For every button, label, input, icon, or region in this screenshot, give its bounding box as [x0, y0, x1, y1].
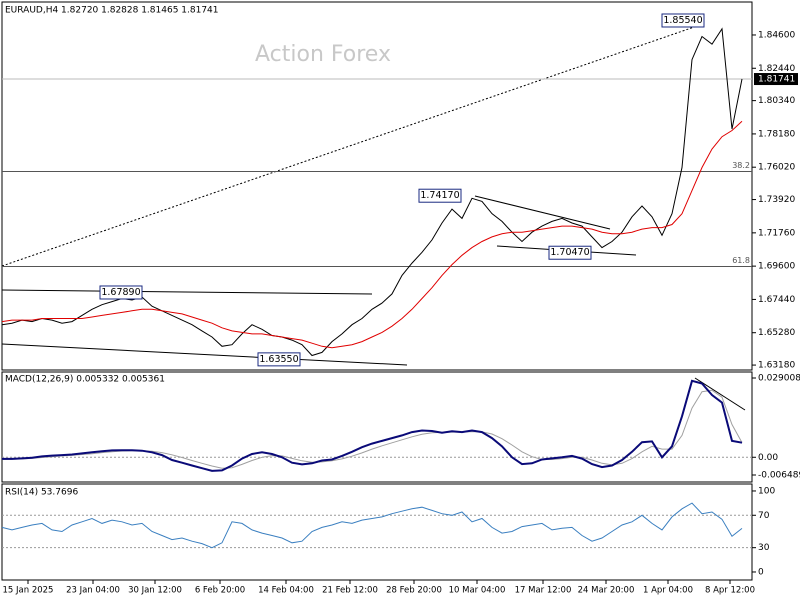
annotation-box [257, 352, 301, 367]
y-tick-label: 1.65280 [758, 328, 795, 338]
chart-title: EURAUD,H4 1.82720 1.82828 1.81465 1.8174… [5, 6, 219, 16]
y-tick-label: 0 [758, 567, 764, 577]
annotation-label: 1.67890 [101, 287, 140, 298]
series-line [1, 502, 743, 549]
x-tick-label: 10 Mar 04:00 [449, 586, 506, 596]
current-price-box [754, 73, 798, 86]
x-tick-label: 24 Mar 20:00 [578, 586, 635, 596]
x-tick-label: 17 Mar 12:00 [515, 586, 572, 596]
annotation-box [661, 13, 705, 28]
macd-title: MACD(12,26,9) 0.005332 0.005361 [5, 375, 165, 385]
watermark: Action Forex [255, 42, 391, 67]
y-tick-label: 0.00 [758, 453, 778, 463]
channel-line [1, 343, 408, 366]
annotation-label: 1.74170 [420, 190, 459, 201]
y-tick-label: 30 [758, 543, 770, 553]
rsi-title: RSI(14) 53.7696 [5, 488, 78, 498]
level-label: 38.2 [732, 161, 750, 170]
level-label: 61.8 [732, 256, 750, 265]
x-tick-label: 14 Feb 04:00 [258, 586, 314, 596]
price-panel [1, 1, 753, 371]
x-tick-label: 30 Jan 12:00 [128, 586, 182, 596]
rsi-panel [1, 483, 753, 581]
annotation-box [99, 285, 143, 300]
x-tick-label: 23 Jan 04:00 [66, 586, 120, 596]
x-tick-label: 28 Feb 20:00 [386, 586, 442, 596]
trend-line [1, 24, 701, 267]
y-tick-label: 1.76020 [758, 163, 795, 173]
x-tick-label: 6 Feb 20:00 [195, 586, 245, 596]
y-tick-label: 1.82440 [758, 64, 795, 74]
series-line [1, 120, 743, 349]
y-tick-label: 0.029008 [758, 374, 800, 384]
y-tick-label: 1.78180 [758, 129, 795, 139]
y-tick-label: 1.80340 [758, 96, 795, 106]
annotation-box [548, 245, 592, 260]
annotation-label: 1.85540 [663, 15, 702, 26]
y-tick-label: 70 [758, 511, 770, 521]
x-tick-label: 8 Apr 12:00 [705, 586, 755, 596]
y-tick-label: 1.71760 [758, 228, 795, 238]
x-tick-label: 21 Feb 12:00 [322, 586, 378, 596]
x-tick-label: 15 Jan 2025 [3, 586, 54, 596]
y-tick-label: 1.73920 [758, 195, 795, 205]
annotation-label: 1.63550 [259, 354, 298, 365]
channel-line [1, 289, 373, 295]
y-tick-label: -0.006489 [758, 470, 800, 480]
triangle-line [474, 195, 611, 230]
x-tick-label: 1 Apr 04:00 [643, 586, 693, 596]
y-tick-label: 1.69600 [758, 262, 795, 272]
y-tick-label: 1.63180 [758, 361, 795, 371]
current-price-label: 1.81741 [758, 75, 795, 85]
y-tick-label: 1.67440 [758, 295, 795, 305]
annotation-box [418, 188, 462, 203]
y-tick-label: 1.84600 [758, 30, 795, 40]
y-tick-label: 100 [758, 486, 775, 496]
macd-trend-line [694, 377, 746, 411]
series-line [2, 379, 743, 472]
annotation-label: 1.70470 [550, 247, 589, 258]
macd-panel [1, 371, 753, 483]
